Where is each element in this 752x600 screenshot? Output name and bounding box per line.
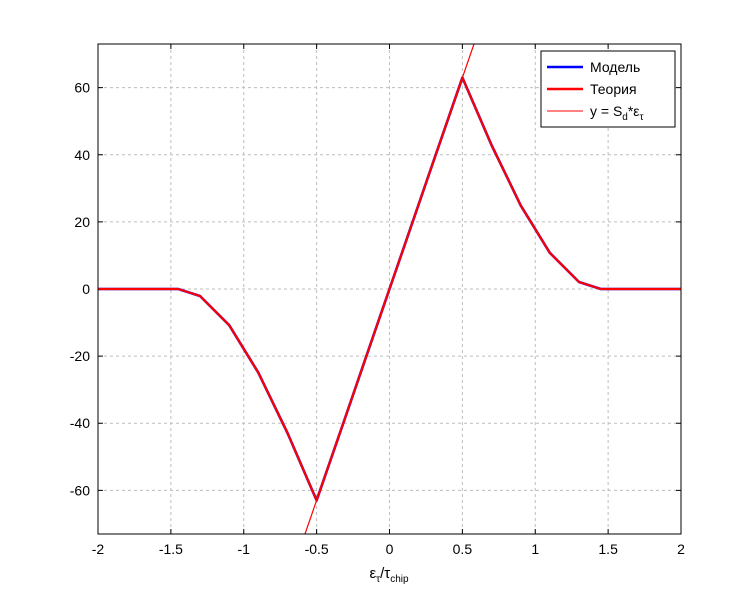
x-axis-ticks: -2 -1.5 -1 -0.5 0 0.5 1 1.5 2 <box>92 44 685 557</box>
y-tick-label: -20 <box>70 348 90 364</box>
legend: Модель Теория y = Sd*ετ <box>540 50 676 128</box>
x-tick-label: 0 <box>386 541 394 557</box>
y-tick-label: -40 <box>70 415 90 431</box>
x-tick-label: 1.5 <box>598 541 618 557</box>
y-tick-label: 0 <box>82 281 90 297</box>
x-tick-label: 2 <box>677 541 685 557</box>
y-tick-label: 20 <box>74 214 90 230</box>
x-tick-label: -1 <box>238 541 251 557</box>
x-tick-label: -1.5 <box>159 541 183 557</box>
y-tick-label: -60 <box>70 482 90 498</box>
series-line-linear <box>304 44 475 534</box>
x-tick-label: 0.5 <box>453 541 473 557</box>
legend-label-linear: y = Sd*ετ <box>590 103 644 123</box>
y-axis-ticks: -60 -40 -20 0 20 40 60 <box>70 80 681 498</box>
legend-label-model: Модель <box>590 59 640 75</box>
axes-frame <box>97 43 682 535</box>
x-tick-label: 1 <box>531 541 539 557</box>
x-tick-label: -2 <box>92 541 105 557</box>
y-tick-label: 60 <box>74 80 90 96</box>
legend-label-theory: Теория <box>590 81 637 97</box>
y-tick-label: 40 <box>74 147 90 163</box>
series-group <box>98 44 681 534</box>
grid-lines <box>98 44 681 534</box>
x-tick-label: -0.5 <box>305 541 329 557</box>
x-axis-label: ετ/τchip <box>369 565 409 585</box>
